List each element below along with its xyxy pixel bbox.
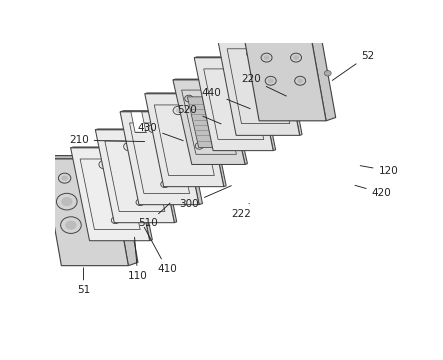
Circle shape (216, 97, 221, 100)
Text: 420: 420 (355, 185, 392, 198)
Text: 120: 120 (360, 166, 398, 176)
Circle shape (318, 36, 325, 41)
Polygon shape (155, 129, 177, 223)
Text: 222: 222 (231, 203, 251, 219)
Polygon shape (307, 12, 336, 121)
Circle shape (324, 71, 331, 76)
Polygon shape (254, 57, 276, 150)
Circle shape (138, 201, 142, 204)
Circle shape (264, 55, 270, 60)
Polygon shape (43, 156, 119, 159)
Circle shape (249, 51, 255, 56)
Circle shape (187, 97, 191, 100)
Text: 110: 110 (128, 237, 148, 281)
Circle shape (297, 78, 303, 83)
Text: 51: 51 (77, 268, 90, 296)
Polygon shape (281, 36, 302, 135)
Polygon shape (217, 37, 299, 135)
Text: 430: 430 (137, 123, 183, 141)
Circle shape (151, 126, 156, 131)
Circle shape (65, 221, 77, 230)
Text: 300: 300 (179, 186, 231, 209)
Polygon shape (120, 111, 183, 112)
Polygon shape (70, 148, 150, 241)
Circle shape (101, 162, 107, 167)
Circle shape (61, 197, 73, 206)
Circle shape (113, 219, 118, 222)
Circle shape (289, 32, 295, 37)
Circle shape (95, 199, 101, 204)
Circle shape (268, 78, 274, 83)
Circle shape (227, 144, 231, 148)
Circle shape (91, 175, 97, 181)
Polygon shape (70, 147, 133, 148)
Circle shape (163, 183, 167, 186)
Text: 520: 520 (178, 105, 221, 124)
Polygon shape (145, 94, 224, 186)
Text: 220: 220 (241, 74, 286, 96)
Text: 52: 52 (332, 51, 374, 80)
Circle shape (175, 108, 181, 113)
Polygon shape (226, 79, 248, 165)
Circle shape (126, 144, 132, 149)
Circle shape (61, 175, 68, 181)
Polygon shape (194, 58, 273, 150)
Polygon shape (173, 79, 229, 80)
Polygon shape (187, 97, 231, 148)
Polygon shape (240, 12, 317, 15)
Text: 440: 440 (202, 88, 250, 109)
Circle shape (99, 222, 106, 228)
Polygon shape (180, 111, 202, 205)
Polygon shape (217, 36, 283, 37)
Polygon shape (131, 112, 146, 132)
Polygon shape (173, 80, 245, 165)
Polygon shape (95, 130, 175, 223)
Text: 410: 410 (144, 227, 177, 274)
Text: 210: 210 (69, 135, 144, 145)
Polygon shape (43, 159, 128, 266)
Polygon shape (120, 112, 199, 205)
Circle shape (197, 144, 202, 148)
Polygon shape (205, 93, 226, 186)
Polygon shape (240, 15, 326, 121)
Polygon shape (194, 57, 257, 58)
Text: 510: 510 (138, 203, 170, 228)
Polygon shape (131, 147, 152, 241)
Polygon shape (95, 129, 158, 130)
Circle shape (261, 113, 267, 118)
Circle shape (293, 55, 299, 60)
Polygon shape (109, 156, 138, 266)
Polygon shape (145, 93, 207, 94)
Circle shape (260, 32, 265, 37)
